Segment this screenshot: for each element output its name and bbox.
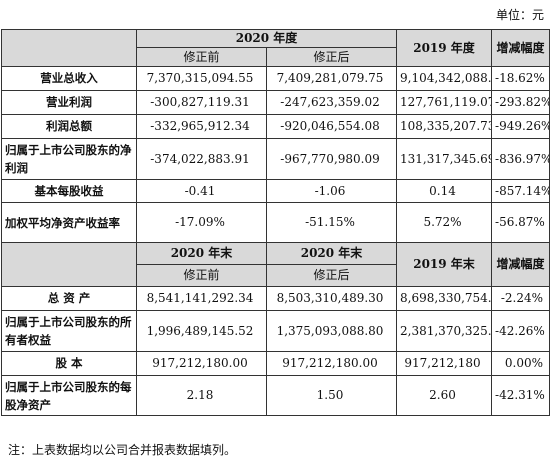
value-change: -2.24%	[491, 286, 550, 311]
row-label: 归属于上市公司股东的每股净资产	[1, 375, 137, 416]
value-after: 8,503,310,489.30	[265, 286, 398, 311]
table-row: 基本每股收益 -0.41 -1.06 0.14 -857.14%	[1, 179, 550, 203]
value-before: 2.18	[136, 375, 267, 416]
value-after: 1,375,093,088.80	[265, 310, 398, 352]
row-label: 归属于上市公司股东的净利润	[1, 138, 137, 180]
value-after: -1.06	[265, 179, 398, 203]
subheader-row: 修正前 修正后	[2, 264, 550, 287]
value-change: -857.14%	[491, 179, 550, 203]
subheader-row: 修正前 修正后	[2, 47, 550, 67]
table-row: 股 本 917,212,180.00 917,212,180.00 917,21…	[1, 351, 550, 376]
table-row: 营业利润 -300,827,119.31 -247,623,359.02 127…	[1, 90, 550, 115]
header-row: 2020 年末 2020 年末 2019 年末 增减幅度	[1, 242, 550, 287]
header-before: 修正前	[136, 47, 267, 67]
header-change: 增减幅度	[491, 29, 550, 67]
value-prev: 5.72%	[396, 202, 493, 243]
value-after: -51.15%	[265, 202, 398, 243]
value-before: -374,022,883.91	[136, 138, 267, 180]
value-prev: 2.60	[396, 375, 493, 416]
header-period: 2020 年度	[135, 29, 398, 48]
value-after: -920,046,554.08	[265, 114, 398, 139]
header-before: 修正前	[136, 264, 267, 287]
value-change: -836.97%	[491, 138, 550, 180]
row-label: 归属于上市公司股东的所有者权益	[1, 310, 137, 352]
header-before-period: 2020 年末	[136, 242, 267, 265]
table-row: 总 资 产 8,541,141,292.34 8,503,310,489.30 …	[1, 286, 550, 311]
value-prev: 917,212,180	[396, 351, 493, 376]
row-label: 加权平均净资产收益率	[1, 202, 137, 243]
table-row: 加权平均净资产收益率 -17.09% -51.15% 5.72% -56.87%	[1, 202, 550, 243]
value-change: -56.87%	[491, 202, 550, 243]
row-label: 股 本	[1, 351, 137, 376]
header-after: 修正后	[265, 264, 398, 287]
header-blank	[1, 29, 137, 67]
header-change: 增减幅度	[491, 242, 550, 287]
financial-table: 2020 年度 2019 年度 增减幅度 修正前 修正后 营业总收入 7,370…	[1, 29, 550, 416]
value-prev: 127,761,119.07	[396, 90, 493, 115]
row-label: 基本每股收益	[1, 179, 137, 203]
row-label: 营业利润	[1, 90, 137, 115]
value-prev: 131,317,345.69	[396, 138, 493, 180]
header-row: 2020 年度 2019 年度 增减幅度	[1, 29, 550, 67]
header-prev: 2019 年末	[396, 242, 493, 287]
value-after: 917,212,180.00	[265, 351, 398, 376]
value-after: 1.50	[265, 375, 398, 416]
value-before: 1,996,489,145.52	[136, 310, 267, 352]
value-change: -42.26%	[491, 310, 550, 352]
row-label: 营业总收入	[1, 66, 137, 91]
value-prev: 2,381,370,325.00	[396, 310, 493, 352]
table-row: 归属于上市公司股东的净利润 -374,022,883.91 -967,770,9…	[1, 138, 550, 180]
table-row: 归属于上市公司股东的每股净资产 2.18 1.50 2.60 -42.31%	[1, 375, 550, 416]
value-prev: 9,104,342,088.84	[396, 66, 493, 91]
value-before: -0.41	[136, 179, 267, 203]
value-before: 7,370,315,094.55	[136, 66, 267, 91]
table-row: 营业总收入 7,370,315,094.55 7,409,281,079.75 …	[1, 66, 550, 91]
value-change: -949.26%	[491, 114, 550, 139]
unit-label: 单位：元	[495, 8, 544, 22]
value-change: 0.00%	[491, 351, 550, 376]
header-prev: 2019 年度	[396, 29, 493, 67]
table-row: 归属于上市公司股东的所有者权益 1,996,489,145.52 1,375,0…	[1, 310, 550, 352]
value-after: 7,409,281,079.75	[265, 66, 398, 91]
value-change: -293.82%	[491, 90, 550, 115]
value-before: -300,827,119.31	[136, 90, 267, 115]
value-prev: 8,698,330,754.03	[396, 286, 493, 311]
header-blank	[1, 242, 137, 287]
value-before: -17.09%	[136, 202, 267, 243]
value-change: -42.31%	[491, 375, 550, 416]
row-label: 总 资 产	[1, 286, 137, 311]
value-after: -967,770,980.09	[265, 138, 398, 180]
header-after: 修正后	[265, 47, 398, 67]
footnote: 注：上表数据均以公司合并报表数据填列。	[8, 443, 237, 457]
value-prev: 108,335,207.73	[396, 114, 493, 139]
header-after-period: 2020 年末	[265, 242, 398, 265]
value-before: 8,541,141,292.34	[136, 286, 267, 311]
value-before: -332,965,912.34	[136, 114, 267, 139]
value-before: 917,212,180.00	[136, 351, 267, 376]
table-row: 利润总额 -332,965,912.34 -920,046,554.08 108…	[1, 114, 550, 139]
value-change: -18.62%	[491, 66, 550, 91]
value-after: -247,623,359.02	[265, 90, 398, 115]
value-prev: 0.14	[396, 179, 493, 203]
row-label: 利润总额	[1, 114, 137, 139]
